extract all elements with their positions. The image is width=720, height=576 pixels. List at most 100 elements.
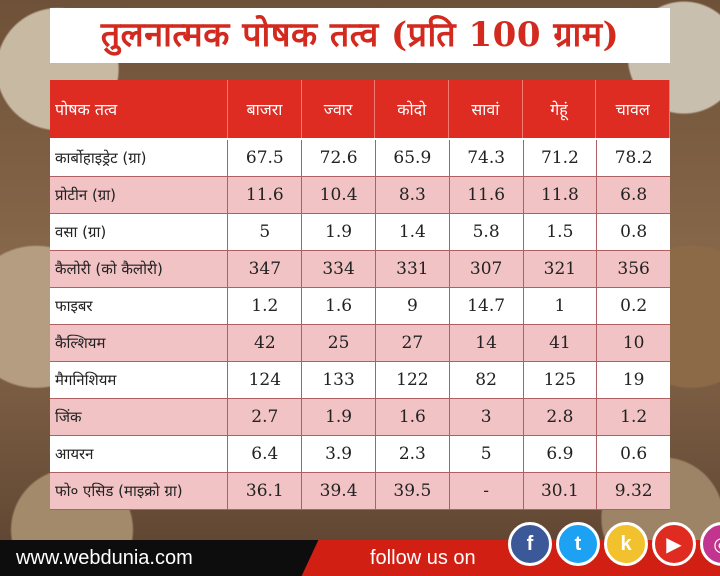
footer-bar: www.webdunia.com follow us on ftk▶◎ <box>0 522 720 576</box>
kooapp-icon[interactable]: k <box>604 522 648 566</box>
page-title: तुलनात्मक पोषक तत्व (प्रति 100 ग्राम) <box>50 8 670 63</box>
table-row: फाइबर 1.2 1.6 9 14.7 1 0.2 <box>50 288 670 325</box>
table-cell: 9 <box>376 288 450 324</box>
table-cell: 2.8 <box>524 399 598 435</box>
table-cell: 124 <box>228 362 303 398</box>
table-row: वसा (ग्रा) 5 1.9 1.4 5.8 1.5 0.8 <box>50 214 670 251</box>
table-cell: 65.9 <box>376 140 450 176</box>
table-cell: 307 <box>450 251 524 287</box>
follow-label: follow us on <box>370 547 476 569</box>
table-cell: 1.9 <box>302 399 376 435</box>
nutrient-name: कैल्शियम <box>50 325 229 361</box>
table-row: आयरन 6.4 3.9 2.3 5 6.9 0.6 <box>50 436 670 473</box>
header-sawan: सावां <box>449 80 523 138</box>
table-row: फो० एसिड (माइक्रो ग्रा) 36.1 39.4 39.5-30.1… <box>50 473 670 510</box>
table-cell: 2.3 <box>376 436 450 472</box>
table-cell: 39.5 <box>376 473 450 509</box>
table-row: जिंक 2.7 1.9 1.6 3 2.8 1.2 <box>50 399 670 436</box>
nutrient-name: फाइबर <box>50 288 229 324</box>
twitter-icon[interactable]: t <box>556 522 600 566</box>
table-cell: 3 <box>450 399 524 435</box>
table-cell: 39.4 <box>302 473 376 509</box>
nutrient-name: जिंक <box>50 399 229 435</box>
table-cell: 356 <box>617 259 650 279</box>
follow-section: follow us on ftk▶◎ <box>330 522 720 576</box>
table-cell: 0.2 <box>620 296 648 316</box>
table-cell: 125 <box>524 362 598 398</box>
table-cell: 1.6 <box>376 399 450 435</box>
nutrient-name: कार्बोहाइड्रेट (ग्रा) <box>50 140 229 176</box>
site-url[interactable]: www.webdunia.com <box>0 540 330 576</box>
nutrient-name: फो० एसिड (माइक्रो ग्रा) <box>50 473 229 509</box>
table-cell: 6.9 <box>524 436 598 472</box>
header-wheat: गेहूं <box>523 80 597 138</box>
table-cell: 9.32 <box>614 481 653 501</box>
header-kodo: कोदो <box>375 80 450 138</box>
nutrient-name: वसा (ग्रा) <box>50 214 229 250</box>
table-cell: 78.2 <box>614 148 653 168</box>
table-cell: 5 <box>450 436 524 472</box>
table-cell: 30.1 <box>524 473 598 509</box>
header-bajra: बाजरा <box>228 80 302 138</box>
table-cell: 0.6 <box>620 444 648 464</box>
table-cell: 14.7 <box>450 288 524 324</box>
table-cell: 1.6 <box>302 288 376 324</box>
nutrient-name: आयरन <box>50 436 229 472</box>
table-cell: 1.2 <box>620 407 648 427</box>
table-row: मैगनिशियम 124 133 122 82 125 19 <box>50 362 670 399</box>
table-cell: 331 <box>376 251 450 287</box>
table-cell: 6.4 <box>228 436 303 472</box>
table-row: कैलोरी (को कैलोरी) 347 334 331 307 321 356 <box>50 251 670 288</box>
table-cell: 1.4 <box>376 214 450 250</box>
table-row: कार्बोहाइड्रेट (ग्रा) 67.5 72.6 65.9 74.3 71.… <box>50 140 670 177</box>
table-cell: 6.8 <box>620 185 648 205</box>
table-cell: 334 <box>302 251 376 287</box>
table-cell: 42 <box>228 325 303 361</box>
social-icons: ftk▶◎ <box>508 522 720 566</box>
table-cell: 11.6 <box>228 177 303 213</box>
table-cell: 72.6 <box>302 140 376 176</box>
table-cell: 11.8 <box>524 177 598 213</box>
table-cell: 1.9 <box>302 214 376 250</box>
table-cell: 5.8 <box>450 214 524 250</box>
table-cell: 133 <box>302 362 376 398</box>
header-rice: चावल <box>596 80 670 138</box>
table-cell: - <box>450 473 524 509</box>
table-cell: 321 <box>524 251 598 287</box>
table-cell: 0.8 <box>620 222 648 242</box>
table-cell: 14 <box>450 325 524 361</box>
nutrition-table: पोषक तत्व बाजरा ज्वार कोदो सावां गेहूं च… <box>50 80 670 510</box>
table-cell: 41 <box>524 325 598 361</box>
table-row: कैल्शियम 42 25 27 14 41 10 <box>50 325 670 362</box>
facebook-icon[interactable]: f <box>508 522 552 566</box>
table-cell: 5 <box>228 214 303 250</box>
table-cell: 25 <box>302 325 376 361</box>
header-jowar: ज्वार <box>302 80 376 138</box>
table-cell: 10 <box>622 333 645 353</box>
table-cell: 1.5 <box>524 214 598 250</box>
header-nutrient: पोषक तत्व <box>50 80 229 138</box>
table-cell: 8.3 <box>376 177 450 213</box>
table-cell: 122 <box>376 362 450 398</box>
table-cell: 3.9 <box>302 436 376 472</box>
table-cell: 74.3 <box>450 140 524 176</box>
table-cell: 82 <box>450 362 524 398</box>
table-cell: 19 <box>622 370 645 390</box>
nutrient-name: प्रोटीन (ग्रा) <box>50 177 229 213</box>
table-cell: 2.7 <box>228 399 303 435</box>
table-cell: 1 <box>524 288 598 324</box>
youtube-icon[interactable]: ▶ <box>652 522 696 566</box>
table-header-row: पोषक तत्व बाजरा ज्वार कोदो सावां गेहूं च… <box>50 80 670 140</box>
table-cell: 36.1 <box>228 473 303 509</box>
instagram-icon[interactable]: ◎ <box>700 522 720 566</box>
table-cell: 347 <box>228 251 303 287</box>
table-cell: 10.4 <box>302 177 376 213</box>
nutrient-name: मैगनिशियम <box>50 362 229 398</box>
table-row: प्रोटीन (ग्रा) 11.6 10.4 8.3 11.6 11.8 6.8 <box>50 177 670 214</box>
table-cell: 67.5 <box>228 140 303 176</box>
table-cell: 1.2 <box>228 288 303 324</box>
table-cell: 71.2 <box>524 140 598 176</box>
table-cell: 27 <box>376 325 450 361</box>
table-cell: 11.6 <box>450 177 524 213</box>
nutrient-name: कैलोरी (को कैलोरी) <box>50 251 229 287</box>
